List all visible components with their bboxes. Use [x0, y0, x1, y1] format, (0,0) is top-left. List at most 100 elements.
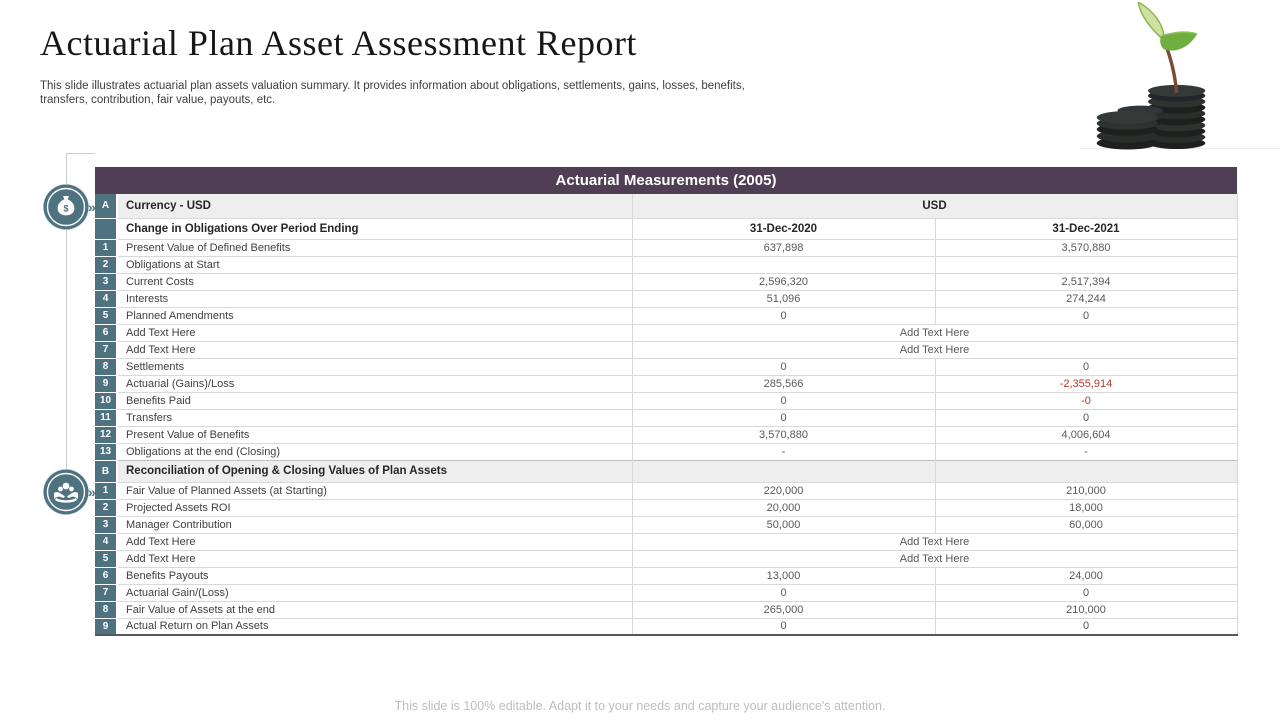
row-value-2021: - [935, 443, 1238, 460]
row-value-2021: -2,355,914 [935, 375, 1238, 393]
table-row: 9 Actuarial (Gains)/Loss 285,566 -2,355,914 [95, 375, 1238, 393]
row-label: Add Text Here [117, 341, 633, 359]
row-value-2020 [632, 256, 936, 274]
row-label: Current Costs [117, 273, 633, 291]
row-value-2021: 0 [935, 358, 1238, 376]
row-label: Present Value of Defined Benefits [117, 239, 633, 257]
row-number-badge: 12 [95, 426, 118, 444]
row-value-2020: 13,000 [632, 567, 936, 585]
table-row: Change in Obligations Over Period Ending… [95, 218, 1238, 240]
section-a-currency-row: A Currency - USD USD [95, 194, 1238, 219]
row-label: Settlements [117, 358, 633, 376]
row-label: Actual Return on Plan Assets [117, 618, 633, 636]
row-label: Actuarial Gain/(Loss) [117, 584, 633, 602]
empty-cell [935, 459, 1238, 483]
row-value-2021: 210,000 [935, 601, 1238, 619]
table-title: Actuarial Measurements (2005) [95, 167, 1237, 194]
table-row: 8 Fair Value of Assets at the end 265,000 2… [95, 601, 1238, 619]
row-value-2021: 0 [935, 618, 1238, 636]
row-label: Manager Contribution [117, 516, 633, 534]
row-number-badge [95, 218, 118, 240]
section-badge-b: B [95, 460, 118, 483]
table-row: 11 Transfers 0 0 [95, 409, 1238, 427]
currency-value: USD [632, 194, 1238, 219]
row-value-span: Add Text Here [632, 324, 1238, 342]
rail-connector-line [66, 153, 95, 154]
money-bag-icon: $ [43, 184, 89, 230]
row-label: Fair Value of Planned Assets (at Startin… [117, 482, 633, 500]
table-row: 6 Benefits Payouts 13,000 24,000 [95, 567, 1238, 585]
row-label: Present Value of Benefits [117, 426, 633, 444]
table-row: 7 Add Text Here Add Text Here [95, 341, 1238, 359]
plant-coins-image [1082, 0, 1222, 150]
row-value-2021: 60,000 [935, 516, 1238, 534]
currency-label: Currency - USD [117, 194, 633, 219]
row-value-2020: 0 [632, 584, 936, 602]
row-value-2020: 285,566 [632, 375, 936, 393]
row-number-badge: 1 [95, 482, 118, 500]
row-number-badge: 3 [95, 516, 118, 534]
page-subtitle: This slide illustrates actuarial plan as… [40, 80, 745, 106]
row-number-badge: 11 [95, 409, 118, 427]
row-number-badge: 6 [95, 324, 118, 342]
table-row: 12 Present Value of Benefits 3,570,880 4,00… [95, 426, 1238, 444]
table-row: 3 Manager Contribution 50,000 60,000 [95, 516, 1238, 534]
row-label: Transfers [117, 409, 633, 427]
row-number-badge: 5 [95, 550, 118, 568]
table-row: 13 Obligations at the end (Closing) - - [95, 443, 1238, 461]
row-value-2021: 2,517,394 [935, 273, 1238, 291]
table-row: 8 Settlements 0 0 [95, 358, 1238, 376]
row-label: Fair Value of Assets at the end [117, 601, 633, 619]
table-row: 5 Planned Amendments 0 0 [95, 307, 1238, 325]
row-label: Actuarial (Gains)/Loss [117, 375, 633, 393]
page-title: Actuarial Plan Asset Assessment Report [40, 23, 637, 63]
row-number-badge: 2 [95, 256, 118, 274]
row-value-span: Add Text Here [632, 341, 1238, 359]
row-label: Add Text Here [117, 550, 633, 568]
row-value-2020: 0 [632, 392, 936, 410]
table-row: 4 Add Text Here Add Text Here [95, 533, 1238, 551]
table-row: 1 Fair Value of Planned Assets (at Starti… [95, 482, 1238, 500]
row-label: Planned Amendments [117, 307, 633, 325]
rail-vertical-line [66, 153, 67, 505]
row-value-2020: 0 [632, 618, 936, 636]
actuarial-table: Actuarial Measurements (2005) A Currency… [95, 167, 1238, 636]
table-row: 7 Actuarial Gain/(Loss) 0 0 [95, 584, 1238, 602]
row-number-badge: 9 [95, 375, 118, 393]
row-value-span: Add Text Here [632, 533, 1238, 551]
row-value-2020: 637,898 [632, 239, 936, 257]
chevron-right-icon: » [88, 199, 96, 215]
svg-text:$: $ [63, 204, 68, 214]
plant-growing-from-coin-stacks-icon [1096, 0, 1206, 150]
row-value-2021: 274,244 [935, 290, 1238, 308]
row-value-2020: 51,096 [632, 290, 936, 308]
row-value-2021: 4,006,604 [935, 426, 1238, 444]
table-row: 4 Interests 51,096 274,244 [95, 290, 1238, 308]
empty-cell [632, 459, 936, 483]
row-value-2020: 265,000 [632, 601, 936, 619]
row-value-2021: 3,570,880 [935, 239, 1238, 257]
row-value-2021: 24,000 [935, 567, 1238, 585]
row-value-2021: 0 [935, 307, 1238, 325]
row-label: Projected Assets ROI [117, 499, 633, 517]
row-label: Add Text Here [117, 324, 633, 342]
row-number-badge: 5 [95, 307, 118, 325]
table-row: 1 Present Value of Defined Benefits 637,89… [95, 239, 1238, 257]
section-b-body: 1 Fair Value of Planned Assets (at Starti… [95, 482, 1238, 636]
row-label: Interests [117, 290, 633, 308]
row-value-2020: 0 [632, 307, 936, 325]
row-label: Add Text Here [117, 533, 633, 551]
section-a-period-row: Change in Obligations Over Period Ending… [95, 218, 1238, 240]
row-number-badge: 4 [95, 533, 118, 551]
row-value-2021: 0 [935, 584, 1238, 602]
section-a-body: 1 Present Value of Defined Benefits 637,89… [95, 239, 1238, 461]
row-value-2020: 3,570,880 [632, 426, 936, 444]
row-label: Obligations at Start [117, 256, 633, 274]
row-number-badge: 9 [95, 618, 118, 636]
column-header-2021: 31-Dec-2021 [935, 218, 1238, 240]
table-row: 2 Projected Assets ROI 20,000 18,000 [95, 499, 1238, 517]
row-value-2021: 210,000 [935, 482, 1238, 500]
row-number-badge: 4 [95, 290, 118, 308]
row-number-badge: 1 [95, 239, 118, 257]
